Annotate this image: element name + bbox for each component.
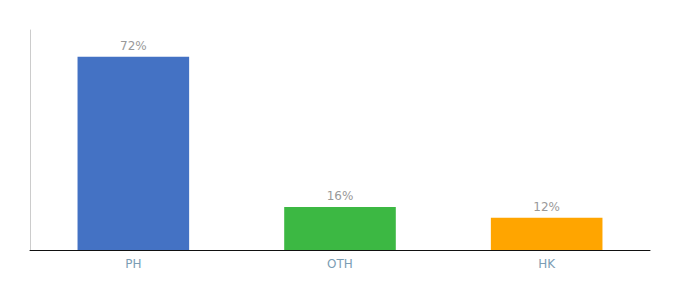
svg-text:HK: HK <box>538 257 556 271</box>
svg-text:12%: 12% <box>533 200 560 214</box>
svg-text:OTH: OTH <box>327 257 353 271</box>
svg-text:PH: PH <box>125 257 141 271</box>
svg-text:72%: 72% <box>120 39 147 53</box>
svg-text:16%: 16% <box>327 189 354 203</box>
